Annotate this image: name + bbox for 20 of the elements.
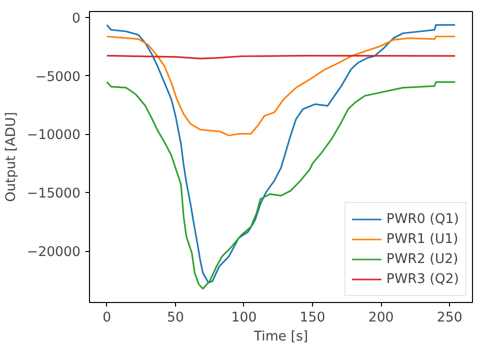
- legend-label: PWR3 (Q2): [386, 272, 459, 286]
- legend-label: PWR0 (Q1): [386, 212, 459, 226]
- x-tick-label: 250: [436, 310, 462, 326]
- y-tick-label: 0: [72, 11, 81, 26]
- y-tick-label: −5000: [35, 70, 81, 85]
- line-series: [106, 81, 456, 290]
- legend-label: PWR2 (U2): [386, 252, 458, 266]
- x-tick-label: 150: [300, 310, 326, 326]
- legend-label: PWR1 (U1): [386, 232, 458, 246]
- y-axis-title: Output [ADU]: [4, 112, 19, 202]
- x-tick-label: 200: [368, 310, 394, 326]
- line-series: [106, 36, 456, 136]
- x-axis-title: Time [s]: [252, 330, 308, 344]
- x-tick-label: 0: [102, 310, 112, 326]
- y-tick-label: −20000: [26, 245, 81, 260]
- line-series: [106, 24, 456, 284]
- y-tick-label: −15000: [26, 186, 81, 202]
- y-tick-label: −10000: [26, 128, 81, 144]
- x-tick-label: 50: [166, 310, 184, 326]
- x-tick-label: 100: [231, 310, 257, 326]
